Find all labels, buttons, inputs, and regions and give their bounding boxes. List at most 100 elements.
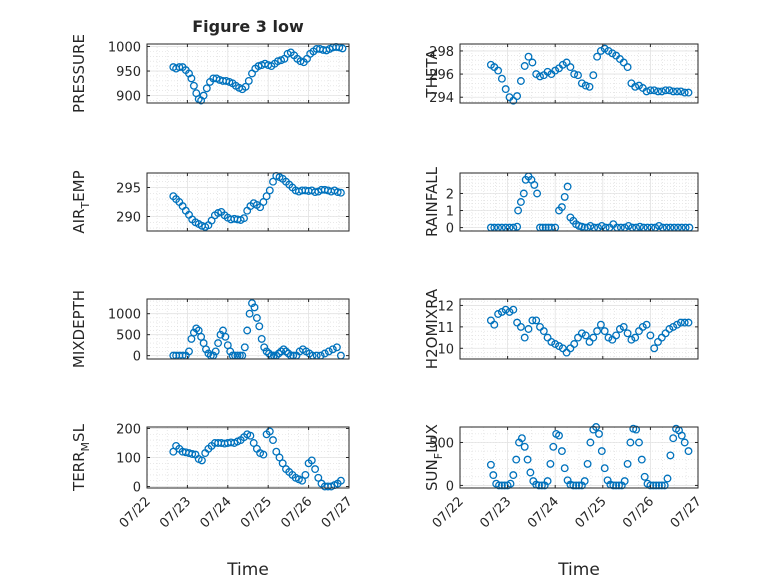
data-point (612, 331, 621, 340)
data-point (666, 451, 675, 460)
data-point (279, 345, 288, 354)
data-point (566, 63, 575, 72)
data-point (202, 345, 210, 354)
data-point (214, 339, 223, 348)
data-point (324, 347, 333, 356)
x-tick-label: 07/22 (430, 494, 467, 531)
data-point (604, 333, 613, 342)
data-point (512, 455, 521, 464)
data-point (240, 214, 248, 223)
data-point (519, 189, 528, 198)
data-point (620, 477, 629, 486)
data-point (524, 325, 533, 333)
data-point (570, 340, 579, 348)
y-tick-label: 10 (437, 342, 454, 357)
y-tick-label: 100 (116, 452, 141, 467)
minor-grid (146, 299, 350, 359)
data-point (497, 307, 506, 316)
data-point (490, 320, 499, 329)
data-point (520, 333, 529, 342)
data-point (631, 82, 640, 91)
data-point (673, 87, 682, 96)
data-point (676, 318, 685, 327)
data-point (526, 468, 535, 477)
data-point (282, 347, 290, 356)
y-tick-label: 12 (437, 299, 454, 314)
data-point (516, 322, 525, 331)
data-point (246, 431, 255, 440)
data-point (589, 333, 598, 342)
data-point (547, 337, 556, 346)
data-point (338, 44, 347, 53)
data-point (555, 431, 563, 440)
data-point (555, 342, 563, 351)
data-point (506, 479, 515, 488)
panel-pressure: 900 950 1000 PRESSURE Figure 3 low (70, 17, 350, 113)
data-point (240, 343, 249, 352)
y-tick-label: 2 (446, 187, 454, 202)
panel-sun-flux: 0 500 07/22 07/23 07/24 07/25 07/26 07/27 SUNFLU… (423, 423, 705, 580)
x-tick-label: 07/25 (573, 494, 610, 531)
data-point (187, 74, 196, 83)
data-point (265, 427, 274, 436)
data-point (562, 58, 571, 67)
data-point (655, 221, 663, 230)
panel-terr-msl: 0 100 200 07/22 07/23 07/24 07/25 07/26 07/27 TER… (70, 422, 356, 580)
data-point (296, 57, 305, 66)
data-point (524, 52, 533, 61)
data-point (509, 305, 518, 314)
data-point (514, 206, 523, 215)
data-point (640, 472, 649, 481)
data-point (543, 477, 552, 486)
data-point (189, 328, 198, 337)
data-point (574, 71, 582, 80)
data-point (557, 203, 566, 212)
data-point (655, 481, 663, 490)
x-tick-label: 07/26 (278, 494, 315, 531)
data-point (199, 91, 208, 100)
data-point (574, 333, 582, 342)
data-point (278, 459, 287, 468)
data-point (260, 343, 269, 352)
data-point (336, 188, 345, 197)
data-point (589, 71, 598, 80)
data-point (532, 316, 541, 325)
data-point (623, 329, 632, 338)
y-tick-label: 1000 (108, 308, 141, 323)
data-point (494, 66, 503, 75)
data-point (595, 429, 603, 438)
data-point (619, 322, 628, 331)
data-point (585, 82, 594, 91)
data-point (560, 192, 569, 201)
data-point (580, 477, 589, 486)
y-tick-label: 0 (133, 481, 141, 496)
data-point (243, 326, 252, 335)
x-tick-label: 07/24 (525, 494, 562, 531)
data-point (635, 438, 643, 447)
x-tick-label: 07/26 (620, 494, 657, 531)
data-point (255, 322, 264, 331)
y-tick-label: 0 (446, 479, 454, 494)
data-point (623, 63, 632, 72)
y-axis-label: MIXDEPTH (70, 290, 88, 368)
y-tick-label: 0 (133, 350, 141, 365)
data-point (586, 438, 595, 447)
axes-frame (459, 43, 699, 104)
data-point (557, 447, 566, 456)
data-point (570, 70, 579, 79)
data-point (600, 327, 609, 336)
data-point (669, 87, 678, 96)
data-point (572, 481, 581, 490)
data-point (593, 327, 602, 336)
data-point (631, 333, 640, 342)
figure-title: Figure 3 low (192, 17, 304, 36)
minor-grid (459, 427, 699, 488)
series-air-temp (169, 171, 345, 231)
data-point (328, 345, 337, 354)
data-point (314, 473, 323, 482)
x-tick-label: 07/27 (319, 494, 356, 531)
data-point (646, 331, 655, 340)
y-axis-label: RAINFALL (423, 166, 441, 237)
data-point (517, 434, 526, 443)
